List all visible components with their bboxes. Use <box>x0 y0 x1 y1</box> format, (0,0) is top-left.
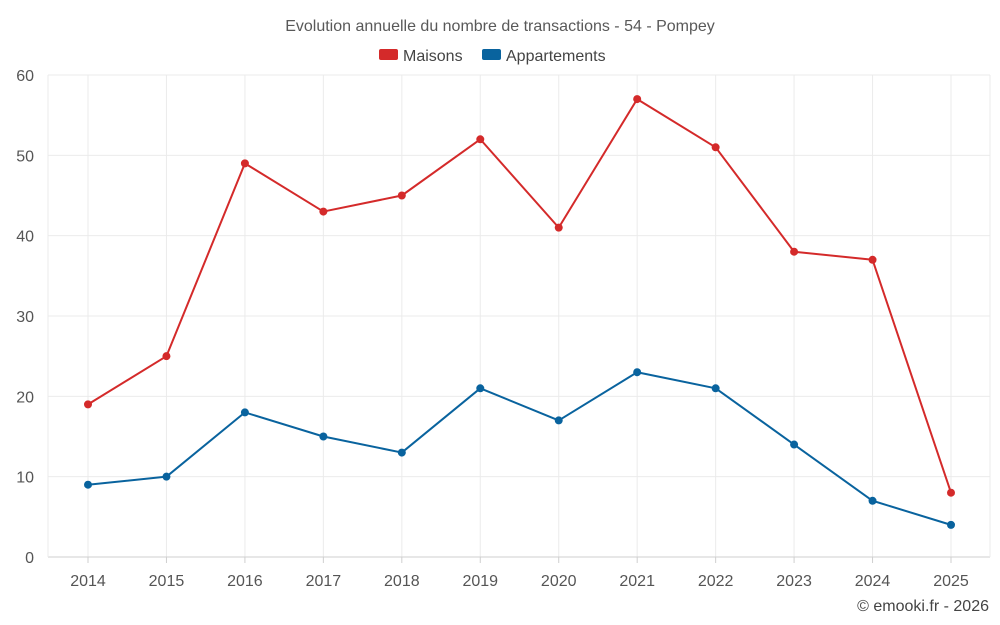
x-tick-label: 2016 <box>227 573 263 590</box>
x-tick-label: 2019 <box>462 573 498 590</box>
x-tick-label: 2022 <box>698 573 734 590</box>
legend-swatch-maisons[interactable] <box>379 49 398 60</box>
y-tick-label: 40 <box>16 229 34 246</box>
data-point-appartements[interactable] <box>554 416 563 425</box>
x-tick-label: 2020 <box>541 573 577 590</box>
x-tick-label: 2014 <box>70 573 106 590</box>
data-point-maisons[interactable] <box>947 488 955 497</box>
legend-label-appartements[interactable]: Appartements <box>506 48 606 65</box>
x-tick-label: 2023 <box>776 573 812 590</box>
y-tick-label: 30 <box>16 309 34 326</box>
data-point-appartements[interactable] <box>319 432 328 441</box>
data-point-appartements[interactable] <box>240 408 249 417</box>
data-point-appartements[interactable] <box>633 368 642 377</box>
series-line-maisons[interactable] <box>87 98 952 494</box>
data-point-maisons[interactable] <box>633 95 642 104</box>
data-point-maisons[interactable] <box>397 191 406 200</box>
data-point-maisons[interactable] <box>554 223 563 232</box>
y-tick-label: 0 <box>25 550 34 567</box>
data-point-maisons[interactable] <box>240 159 249 168</box>
x-tick-label: 2017 <box>306 573 342 590</box>
credit-text: © emooki.fr - 2026 <box>857 598 989 615</box>
x-tick-label: 2018 <box>384 573 420 590</box>
y-tick-label: 20 <box>16 389 34 406</box>
data-point-appartements[interactable] <box>476 384 485 393</box>
data-point-maisons[interactable] <box>868 255 877 264</box>
axes: 0 10 20 30 40 50 60 2014 2015 2016 2017 2018 2019 202… <box>16 68 991 590</box>
data-point-appartements[interactable] <box>397 448 406 457</box>
data-point-appartements[interactable] <box>868 496 877 505</box>
y-tick-label: 60 <box>16 68 34 85</box>
legend: Maisons Appartements <box>379 48 606 65</box>
gridlines <box>48 74 990 557</box>
data-point-appartements[interactable] <box>162 472 171 481</box>
data-point-maisons[interactable] <box>476 135 485 144</box>
data-point-maisons[interactable] <box>790 247 799 256</box>
data-point-appartements[interactable] <box>84 480 92 489</box>
data-point-appartements[interactable] <box>947 520 955 529</box>
chart-title: Evolution annuelle du nombre de transact… <box>285 18 715 35</box>
series-maisons <box>84 95 955 497</box>
y-tick-label: 10 <box>16 470 34 487</box>
x-tick-label: 2025 <box>933 573 969 590</box>
y-tick-label: 50 <box>16 148 34 165</box>
legend-label-maisons[interactable]: Maisons <box>403 48 463 65</box>
x-tick-label: 2024 <box>855 573 891 590</box>
series-appartements <box>84 368 955 529</box>
data-point-appartements[interactable] <box>711 384 720 393</box>
data-point-maisons[interactable] <box>711 143 720 152</box>
data-point-maisons[interactable] <box>162 352 171 361</box>
data-point-maisons[interactable] <box>84 400 92 409</box>
data-point-appartements[interactable] <box>790 440 799 449</box>
x-tick-label: 2021 <box>619 573 655 590</box>
legend-swatch-appartements[interactable] <box>482 49 501 60</box>
series-line-appartements[interactable] <box>87 371 952 526</box>
data-point-maisons[interactable] <box>319 207 328 216</box>
x-tick-label: 2015 <box>149 573 185 590</box>
series-layer <box>84 95 955 529</box>
